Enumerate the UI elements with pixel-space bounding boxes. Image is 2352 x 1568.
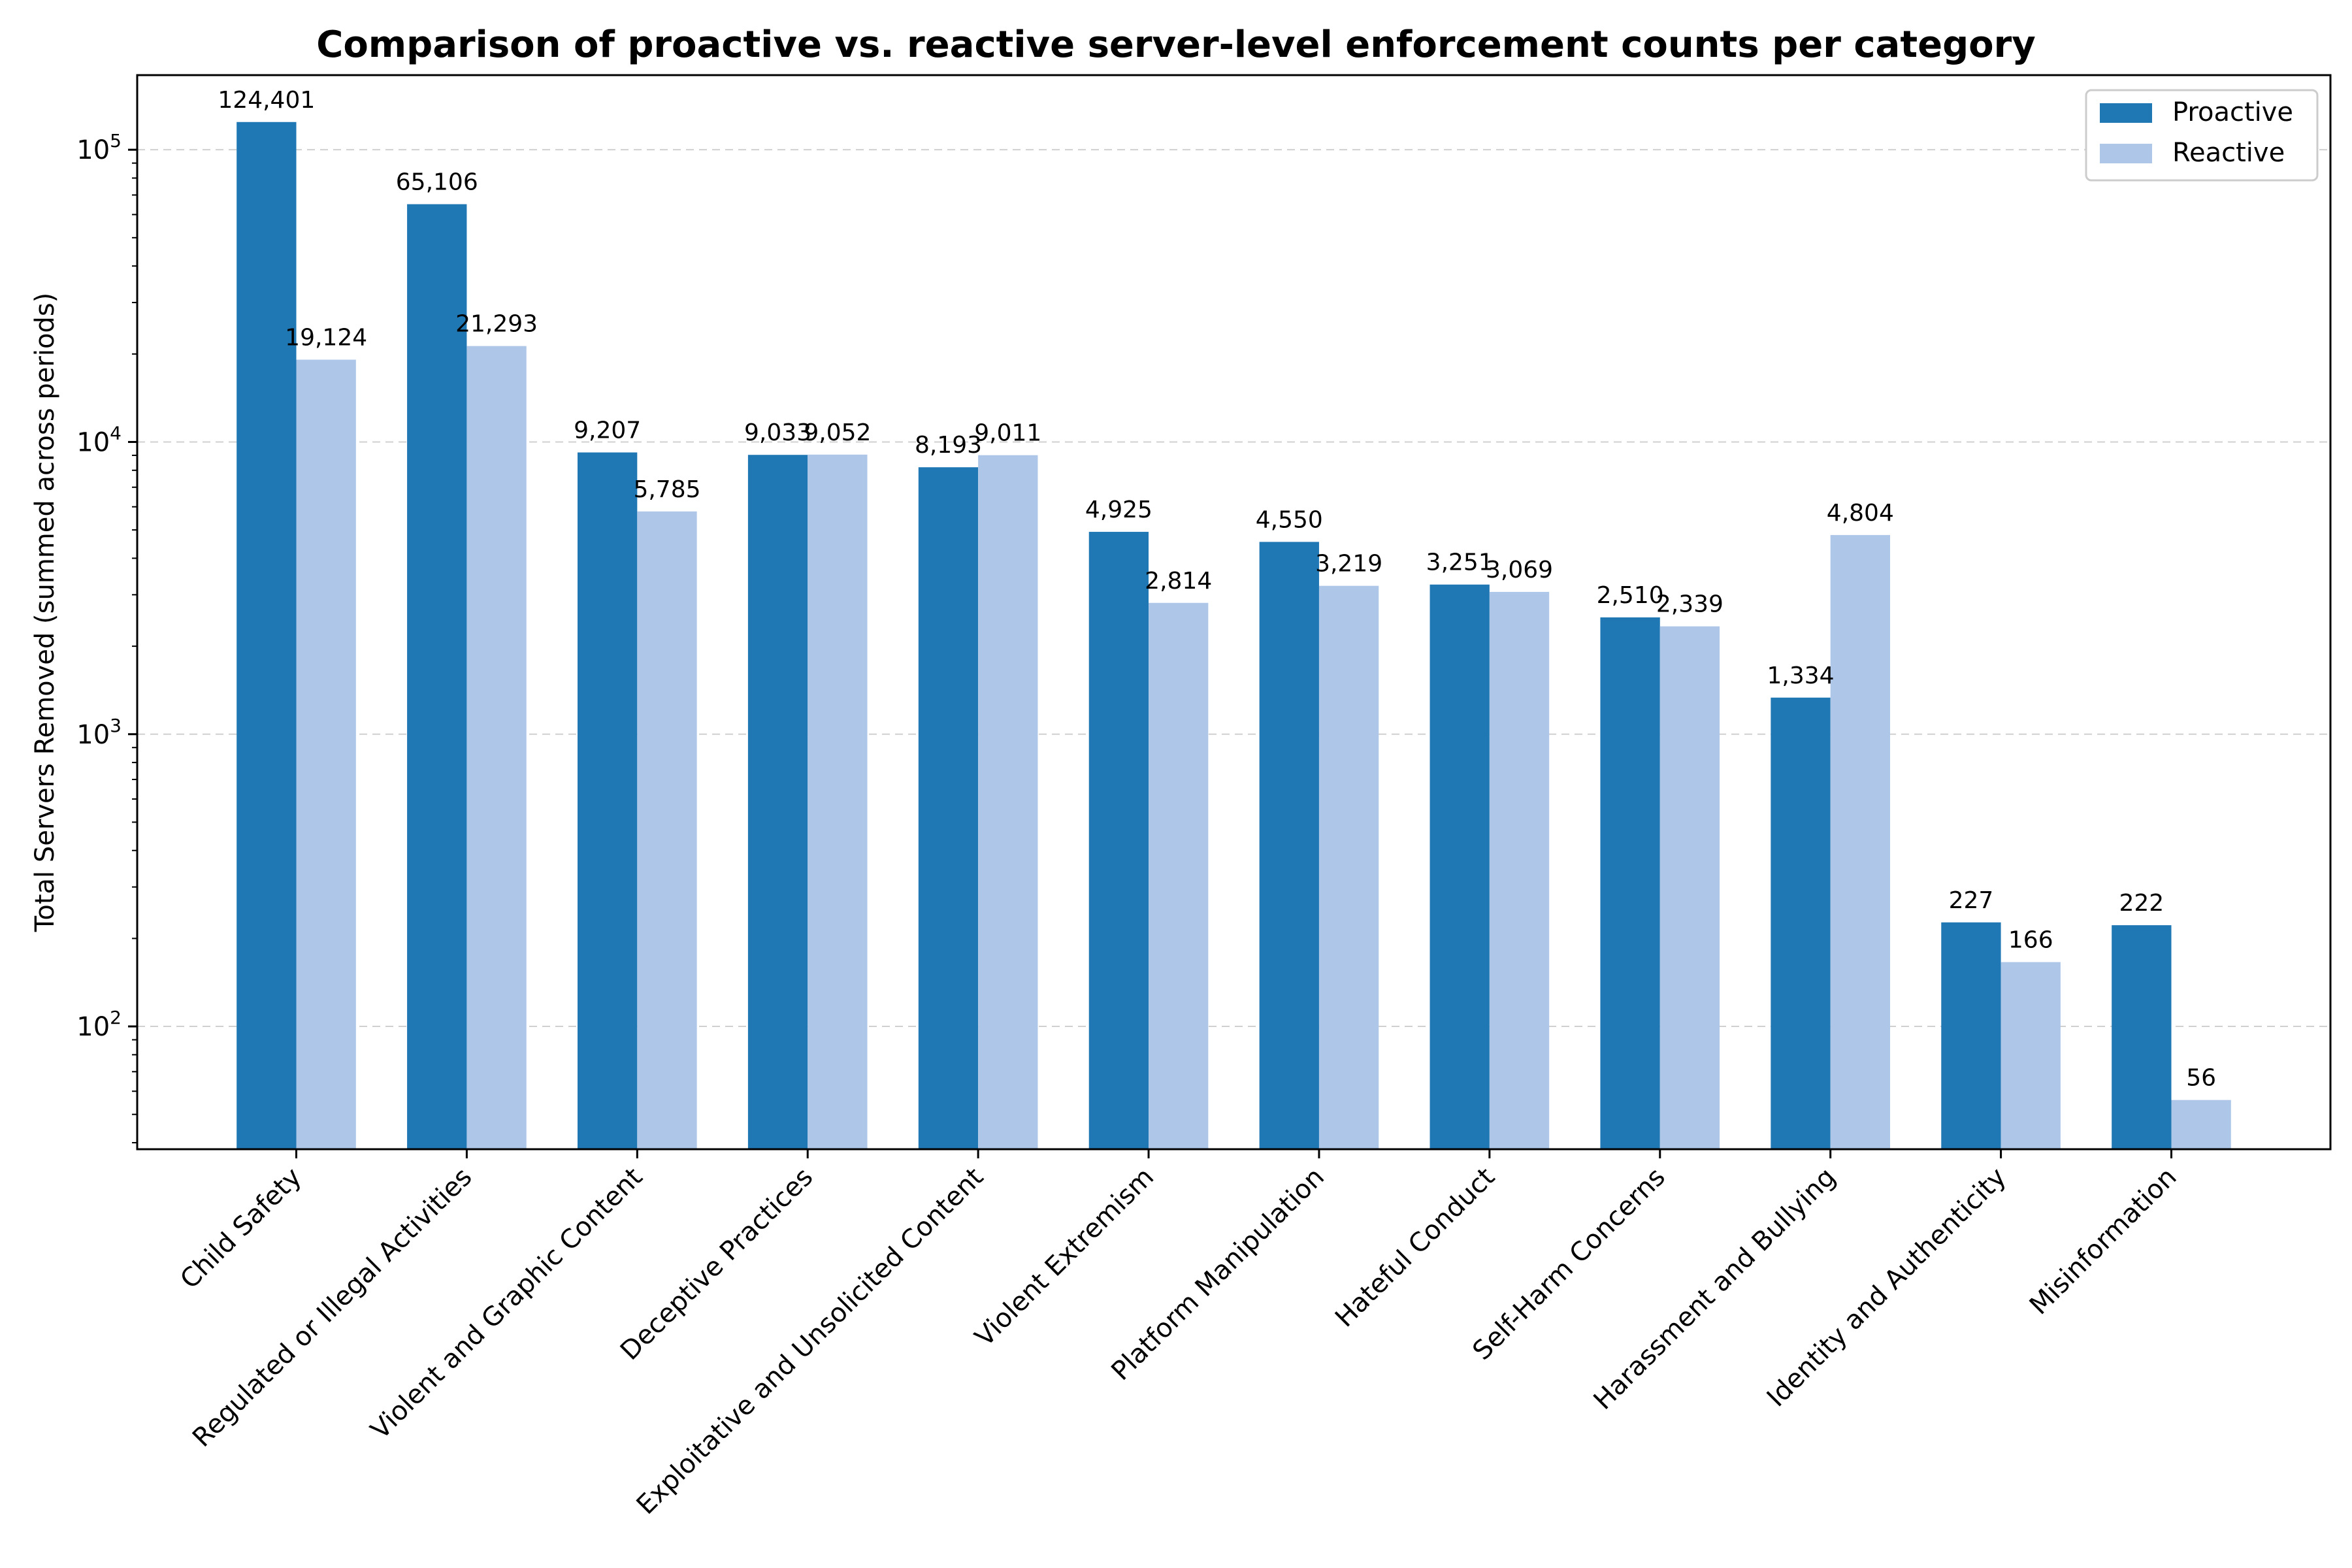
bar-reactive-harassment-and-bullying (1830, 534, 1890, 1149)
legend-label-reactive: Reactive (2172, 138, 2285, 168)
bar-value-labels: 124,401 19,124 65,106 21,293 9,207 5,785 9,033… (218, 87, 2216, 1092)
x-tick-label: Child Safety (174, 1162, 307, 1295)
bar-reactive-exploitative-and-unsolicited-content (978, 455, 1038, 1150)
legend-swatch-reactive (2100, 144, 2152, 163)
chart-title: Comparison of proactive vs. reactive ser… (316, 24, 2036, 66)
x-tick-label: Violent and Graphic Content (365, 1162, 649, 1446)
bar-value-label: 222 (2119, 890, 2164, 917)
bar-value-label: 2,510 (1597, 582, 1664, 609)
bar-value-label: 227 (1949, 887, 1994, 914)
y-tick-label: 104 (76, 422, 122, 457)
bar-proactive-misinformation (2112, 925, 2172, 1149)
bar-value-label: 4,925 (1085, 497, 1152, 523)
y-axis-label: Total Servers Removed (summed across per… (30, 293, 60, 933)
bar-value-label: 2,814 (1145, 568, 1212, 595)
y-tick-label: 105 (76, 130, 122, 165)
bar-reactive-misinformation (2171, 1100, 2231, 1149)
x-tick-label: Hateful Conduct (1330, 1162, 1501, 1333)
x-tick-label: Misinformation (2024, 1162, 2183, 1321)
y-tick-label: 102 (76, 1007, 122, 1042)
bar-value-label: 124,401 (218, 87, 315, 114)
bar-value-label: 3,069 (1486, 557, 1553, 583)
bar-reactive-violent-and-graphic-content (637, 511, 697, 1149)
bar-reactive-regulated-or-illegal-activities (466, 346, 527, 1149)
bar-value-label: 19,124 (285, 325, 367, 351)
bar-proactive-harassment-and-bullying (1771, 697, 1831, 1149)
bar-value-label: 4,550 (1256, 506, 1323, 533)
bar-proactive-violent-extremism (1088, 532, 1149, 1149)
y-axis-ticks: 102 103 104 105 (76, 130, 137, 1144)
x-tick-label: Deceptive Practices (615, 1162, 819, 1366)
bar-value-label: 8,193 (915, 432, 982, 459)
bars (237, 122, 2231, 1150)
x-tick-label: Exploitative and Unsolicited Content (631, 1162, 990, 1521)
bar-proactive-child-safety (237, 122, 297, 1150)
bar-value-label: 2,339 (1656, 591, 1723, 618)
bar-proactive-identity-and-authenticity (1941, 922, 2001, 1149)
bar-value-label: 9,207 (574, 417, 641, 444)
legend: Proactive Reactive (2085, 89, 2319, 182)
bar-value-label: 3,251 (1426, 549, 1494, 576)
bar-reactive-identity-and-authenticity (2001, 962, 2061, 1149)
bar-reactive-hateful-conduct (1489, 591, 1550, 1149)
bar-value-label: 4,804 (1827, 500, 1894, 527)
bar-value-label: 3,219 (1315, 551, 1382, 578)
x-tick-label: Regulated or Illegal Activities (187, 1162, 478, 1453)
x-tick-label: Self-Harm Concerns (1467, 1162, 1671, 1366)
bar-value-label: 1,334 (1767, 662, 1834, 689)
bar-value-label: 65,106 (396, 169, 478, 196)
plot-frame (136, 74, 2332, 1151)
bar-reactive-deceptive-practices (808, 454, 868, 1150)
legend-label-proactive: Proactive (2172, 97, 2293, 127)
legend-swatch-proactive (2100, 103, 2152, 123)
bar-proactive-violent-and-graphic-content (578, 452, 638, 1150)
bar-reactive-child-safety (296, 359, 356, 1149)
bar-proactive-self-harm-concerns (1600, 617, 1660, 1149)
bar-proactive-exploitative-and-unsolicited-content (918, 467, 979, 1149)
bar-value-label: 9,033 (744, 419, 811, 446)
bar-proactive-deceptive-practices (747, 455, 808, 1149)
x-tick-label: Violent Extremism (970, 1162, 1160, 1352)
bar-value-label: 5,785 (633, 476, 700, 503)
bar-value-label: 9,011 (974, 420, 1041, 447)
bar-reactive-platform-manipulation (1318, 585, 1379, 1149)
bar-proactive-regulated-or-illegal-activities (407, 204, 467, 1149)
bar-value-label: 9,052 (804, 419, 871, 446)
bar-value-label: 166 (2008, 927, 2053, 954)
bar-proactive-platform-manipulation (1259, 542, 1319, 1149)
bar-value-label: 21,293 (455, 311, 538, 338)
bar-reactive-violent-extremism (1149, 602, 1209, 1149)
bar-proactive-hateful-conduct (1429, 584, 1490, 1149)
bar-reactive-self-harm-concerns (1659, 626, 1720, 1149)
y-tick-label: 103 (76, 715, 122, 750)
bar-value-label: 56 (2186, 1065, 2216, 1092)
